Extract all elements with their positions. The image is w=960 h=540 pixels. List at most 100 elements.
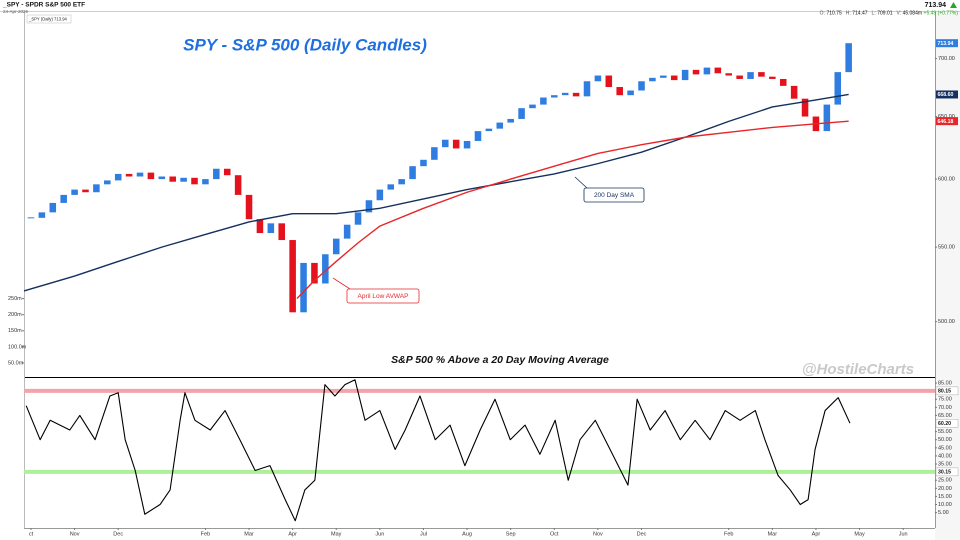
y-tick-label: 55.00 bbox=[938, 429, 952, 435]
candle bbox=[769, 76, 776, 79]
annotation-box bbox=[583, 187, 645, 203]
price-label: 713.94 bbox=[938, 41, 954, 47]
candle bbox=[409, 166, 416, 180]
candle bbox=[125, 173, 133, 177]
candle bbox=[507, 118, 514, 123]
candle bbox=[692, 69, 700, 75]
candle bbox=[38, 212, 46, 218]
y-tick-label: 45.00 bbox=[938, 445, 952, 451]
candle bbox=[736, 75, 743, 79]
candle bbox=[583, 81, 591, 97]
x-tick-label: Aug bbox=[462, 531, 472, 537]
candle bbox=[616, 87, 623, 96]
x-tick-label: May bbox=[854, 531, 865, 537]
y-tick-label: 700.00 bbox=[938, 56, 955, 62]
candle bbox=[234, 175, 242, 195]
last-value-box bbox=[935, 418, 959, 428]
candle bbox=[551, 95, 558, 98]
candle bbox=[256, 219, 264, 234]
quote-label: L: bbox=[872, 10, 876, 16]
y-tick-label: 70.00 bbox=[938, 405, 952, 411]
candle bbox=[561, 92, 569, 96]
y-tick-label: 600.00 bbox=[938, 177, 955, 183]
price-label-box bbox=[936, 39, 958, 48]
candle bbox=[376, 189, 384, 201]
candle bbox=[354, 212, 362, 225]
x-tick-label: Jul bbox=[420, 531, 427, 537]
candle bbox=[540, 97, 547, 105]
level-label-box bbox=[935, 386, 959, 396]
candle bbox=[747, 72, 754, 79]
watermark: @HostileCharts bbox=[802, 361, 914, 378]
candle bbox=[627, 90, 634, 96]
candle bbox=[801, 98, 809, 117]
quote-value: 714.47 bbox=[852, 10, 868, 16]
volume-tick-label: 200m bbox=[8, 312, 22, 318]
y-tick-label: 15.00 bbox=[938, 494, 952, 500]
candle bbox=[714, 67, 722, 74]
volume-tick-label: 250m bbox=[8, 296, 22, 302]
candle bbox=[681, 69, 689, 81]
candle bbox=[136, 172, 144, 177]
x-tick-label: Dec bbox=[113, 531, 123, 537]
chart-title: SPY - S&P 500 (Daily Candles) bbox=[183, 35, 427, 54]
volume-tick-label: 100.0m bbox=[8, 344, 27, 350]
candle bbox=[82, 189, 89, 193]
candle bbox=[845, 43, 852, 73]
candle bbox=[660, 75, 667, 78]
candle bbox=[703, 67, 711, 75]
quote-date: 24-Apr-2026 bbox=[3, 9, 29, 14]
candle bbox=[834, 72, 842, 105]
candle bbox=[311, 262, 318, 284]
plot-area: 500.00 550.00 600.00 650.00 700.00 250m 200m 15… bbox=[8, 14, 959, 537]
candle bbox=[27, 217, 35, 219]
annotation-label: 200 Day SMA bbox=[594, 192, 635, 199]
candle bbox=[223, 168, 231, 176]
y-tick-label: 85.00 bbox=[938, 380, 952, 386]
candle bbox=[191, 177, 198, 185]
quote-label: O: bbox=[820, 10, 825, 16]
y-tick-label: 20.00 bbox=[938, 486, 952, 492]
level-label: 80.15 bbox=[938, 389, 951, 395]
x-tick-label: Nov bbox=[70, 531, 80, 537]
candle bbox=[343, 224, 351, 239]
candle bbox=[49, 202, 57, 213]
y-tick-label: 50.00 bbox=[938, 437, 952, 443]
last-value-label: 60.20 bbox=[938, 421, 951, 427]
candle bbox=[474, 131, 482, 141]
up-arrow bbox=[950, 2, 957, 8]
y-tick-label: 500.00 bbox=[938, 319, 955, 325]
x-tick-label: Mar bbox=[244, 531, 254, 537]
x-tick-label: Sep bbox=[506, 531, 516, 537]
price-label-box bbox=[936, 90, 958, 99]
candle bbox=[725, 73, 732, 76]
quote-label: V: bbox=[897, 10, 902, 16]
candle bbox=[60, 194, 67, 203]
annotation-leader bbox=[574, 176, 588, 189]
x-tick-label: Feb bbox=[201, 531, 210, 537]
candle bbox=[202, 179, 209, 185]
moving-average-line bbox=[296, 120, 849, 300]
candle bbox=[114, 173, 122, 181]
y-tick-label: 75.00 bbox=[938, 397, 952, 403]
candle bbox=[245, 194, 253, 220]
y-tick-label: 40.00 bbox=[938, 453, 952, 459]
level-label: 30.15 bbox=[938, 470, 951, 476]
y-tick-label: 25.00 bbox=[938, 478, 952, 484]
candle bbox=[779, 78, 787, 86]
candle bbox=[485, 128, 493, 132]
price-label-box bbox=[936, 117, 958, 126]
candle bbox=[441, 139, 449, 148]
candle bbox=[289, 240, 296, 313]
candle bbox=[529, 104, 536, 109]
candle bbox=[300, 262, 307, 313]
candle bbox=[605, 75, 613, 88]
x-tick-label: Oct bbox=[550, 531, 559, 537]
candle bbox=[71, 189, 78, 195]
x-tick-label: Jun bbox=[899, 531, 908, 537]
x-tick-label: ct bbox=[29, 531, 34, 537]
y-tick-label: 65.00 bbox=[938, 413, 952, 419]
legend-box bbox=[26, 14, 72, 24]
